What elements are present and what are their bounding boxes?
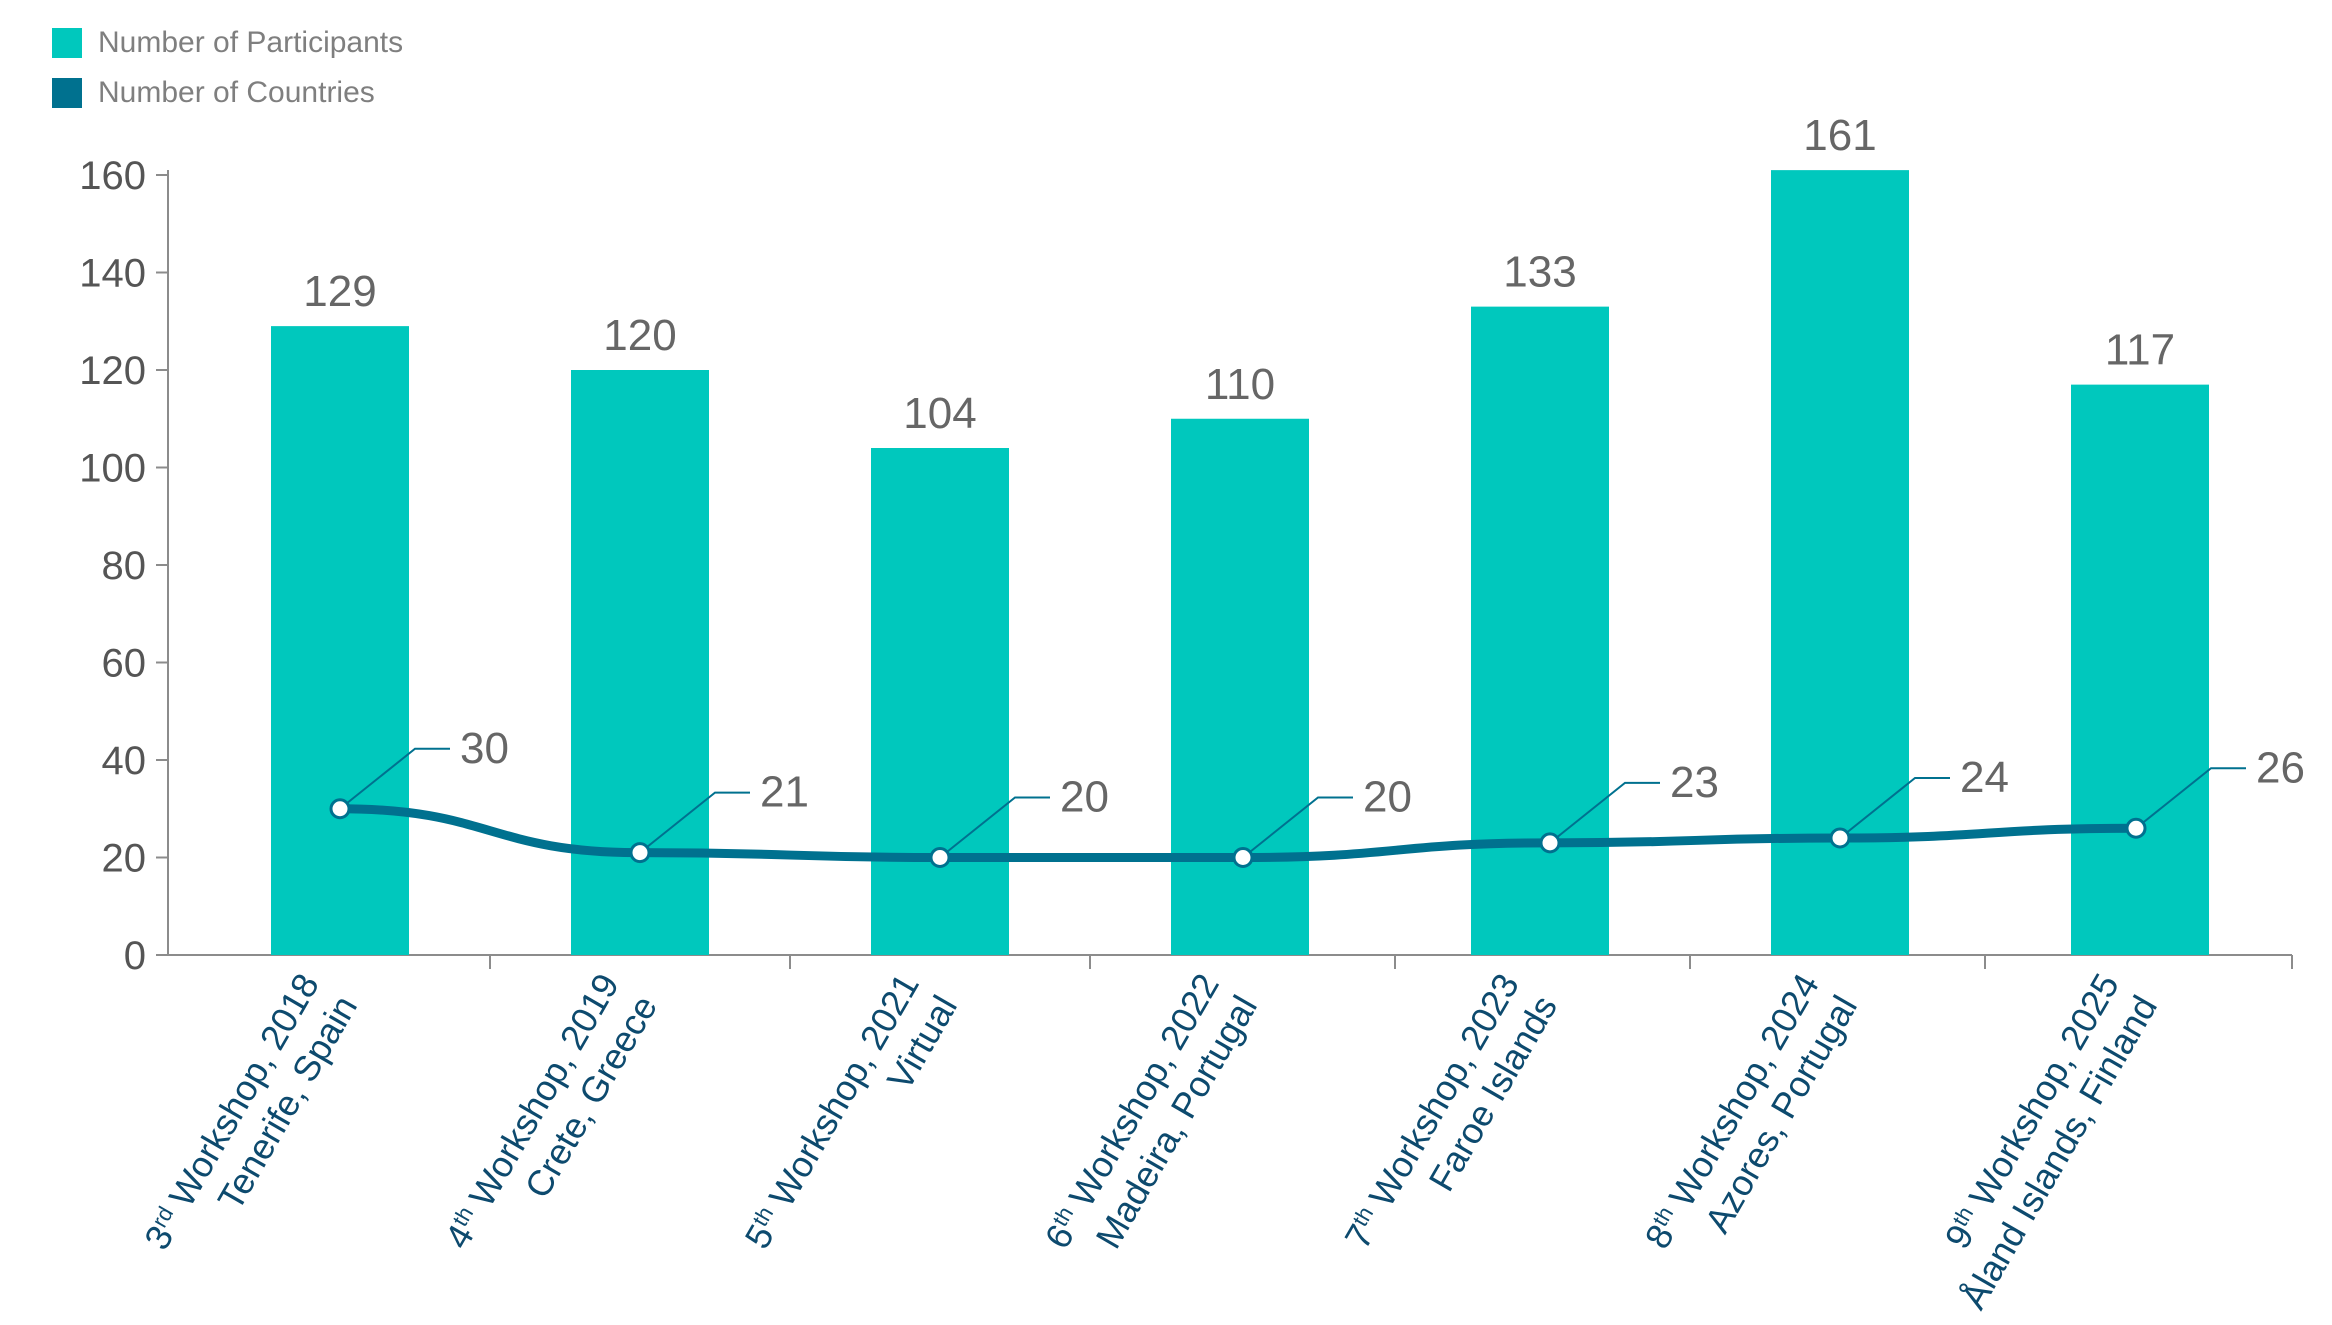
- line-data-label: 23: [1670, 758, 1719, 807]
- legend-swatch-participants: [52, 28, 82, 58]
- bar-data-label: 129: [303, 267, 376, 316]
- bar-participants: [1471, 306, 1609, 955]
- line-marker: [929, 847, 951, 868]
- bar-data-label: 117: [2105, 326, 2175, 375]
- y-tick-label: 160: [79, 154, 146, 198]
- line-marker: [329, 798, 351, 820]
- line-data-label: 24: [1960, 753, 2009, 802]
- y-tick-label: 40: [102, 739, 147, 783]
- bar-participants: [2071, 384, 2209, 955]
- leader-line: [939, 796, 1050, 859]
- y-tick-label: 60: [102, 642, 147, 686]
- line-marker: [1539, 832, 1561, 854]
- line-data-label: 30: [460, 724, 509, 773]
- leader-line: [639, 791, 750, 854]
- bar-data-label: 104: [903, 389, 976, 438]
- line-marker: [1829, 827, 1851, 849]
- y-tick-label: 80: [102, 544, 147, 588]
- legend-label-participants: Number of Participants: [98, 26, 404, 59]
- x-category-line1: 5th Workshop, 2021: [736, 967, 926, 1256]
- y-tick-label: 0: [124, 934, 146, 978]
- bar-participants: [871, 448, 1009, 955]
- line-marker: [629, 842, 651, 864]
- line-marker: [2125, 817, 2147, 839]
- legend-item-participants: Number of Participants: [52, 18, 403, 68]
- line-data-label: 20: [1363, 773, 1412, 822]
- leader-line: [1839, 777, 1950, 839]
- leader-line: [2135, 767, 2246, 830]
- leader-line: [1242, 796, 1353, 859]
- bar-data-label: 120: [603, 311, 676, 360]
- legend: Number of Participants Number of Countri…: [52, 18, 403, 118]
- bar-data-label: 110: [1205, 360, 1275, 409]
- bar-participants: [271, 326, 409, 955]
- y-tick-label: 20: [102, 837, 147, 881]
- y-tick-label: 140: [79, 252, 146, 296]
- y-tick-label: 120: [79, 349, 146, 393]
- y-tick-label: 100: [79, 447, 146, 491]
- leader-line: [339, 747, 450, 810]
- legend-item-countries: Number of Countries: [52, 68, 403, 118]
- line-data-label: 20: [1060, 773, 1109, 822]
- bar-data-label: 161: [1803, 111, 1876, 160]
- legend-label-countries: Number of Countries: [98, 76, 375, 109]
- line-data-label: 21: [760, 768, 809, 817]
- bar-participants: [571, 370, 709, 955]
- bar-data-label: 133: [1503, 248, 1576, 297]
- bar-participants: [1171, 418, 1309, 955]
- legend-swatch-countries: [52, 78, 82, 108]
- leader-line: [1549, 781, 1660, 844]
- line-marker: [1232, 847, 1254, 868]
- bar-participants: [1771, 170, 1909, 955]
- line-data-label: 26: [2256, 743, 2305, 792]
